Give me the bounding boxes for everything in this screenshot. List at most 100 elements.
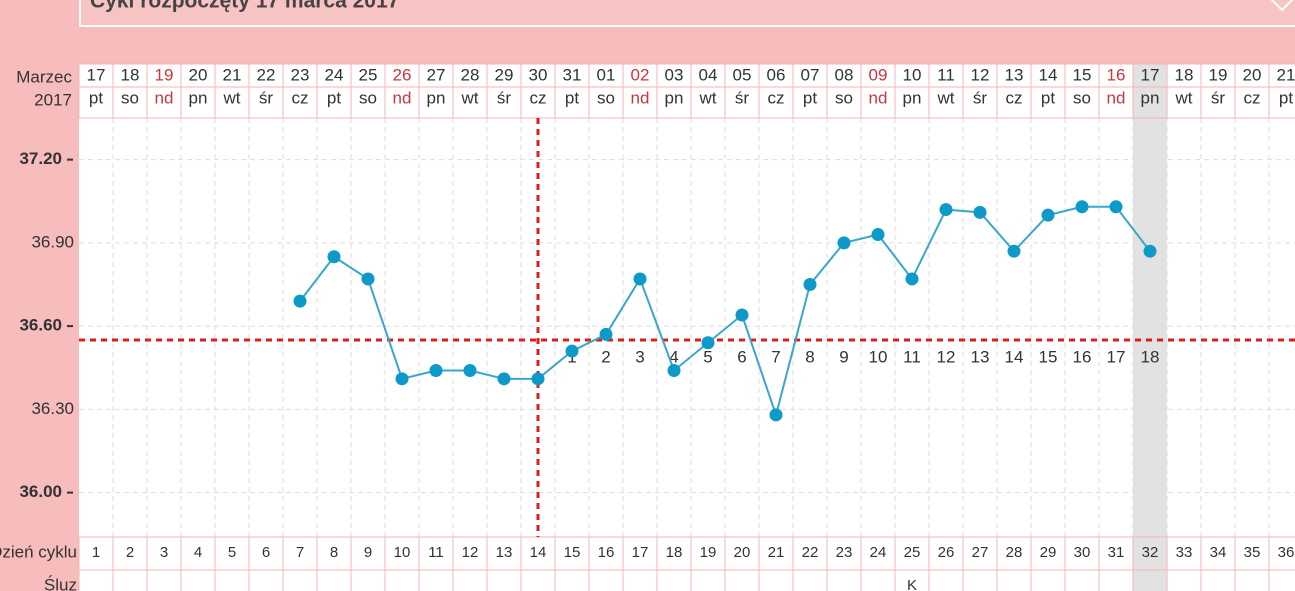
cycle-day: 18	[666, 544, 683, 561]
temperature-point	[1143, 244, 1157, 258]
date-cell	[248, 63, 284, 119]
date-label: 11	[937, 65, 955, 84]
weekday-label: wt	[699, 88, 717, 107]
temperature-point	[735, 308, 749, 322]
cycle-day: 6	[262, 544, 270, 561]
temperature-point	[531, 372, 545, 386]
mucus-cell	[248, 569, 284, 591]
weekday-label: pt	[327, 88, 341, 107]
date-cell	[826, 63, 862, 119]
mucus-cell	[826, 569, 862, 591]
weekday-label: pn	[427, 88, 446, 107]
cycle-day: 14	[530, 544, 547, 561]
mucus-cell	[452, 569, 488, 591]
date-cell	[418, 63, 454, 119]
date-label: 10	[903, 65, 922, 84]
mucus-cell	[690, 569, 726, 591]
cycle-day: 36	[1278, 544, 1295, 561]
date-label: 26	[393, 65, 412, 84]
date-label: 28	[461, 65, 480, 84]
date-label: 13	[1005, 65, 1024, 84]
temperature-point	[599, 327, 613, 341]
date-label: 31	[563, 65, 582, 84]
temperature-point	[429, 364, 443, 378]
cycle-day: 35	[1244, 544, 1261, 561]
temperature-point	[701, 336, 715, 350]
cycle-day: 11	[428, 544, 444, 561]
date-cell	[1268, 63, 1295, 119]
mucus-cell	[214, 569, 250, 591]
weekday-label: pt	[1279, 88, 1293, 107]
luteal-day: 4	[669, 347, 678, 366]
date-cell	[350, 63, 386, 119]
date-label: 16	[1107, 65, 1126, 84]
weekday-label: so	[359, 88, 377, 107]
temperature-point	[803, 277, 817, 291]
weekday-label: wt	[461, 88, 479, 107]
weekday-label: śr	[497, 88, 512, 107]
date-label: 29	[495, 65, 514, 84]
cycle-day: 10	[394, 544, 411, 561]
date-cell	[1166, 63, 1202, 119]
cycle-day: 33	[1176, 544, 1193, 561]
collapse-icon[interactable]	[1268, 0, 1295, 12]
mucus-cell	[78, 569, 114, 591]
date-label: 02	[631, 65, 650, 84]
temperature-point	[1075, 200, 1089, 214]
mucus-cell	[112, 569, 148, 591]
date-cell	[214, 63, 250, 119]
cycle-day-cell	[1030, 536, 1066, 571]
luteal-day: 7	[771, 347, 780, 366]
date-label: 22	[257, 65, 276, 84]
cycle-day-cell	[248, 536, 284, 571]
date-label: 24	[325, 65, 344, 84]
mucus-label: Śluz	[44, 575, 77, 591]
cycle-day: 26	[938, 544, 955, 561]
cycle-day: 3	[160, 544, 168, 561]
date-label: 15	[1073, 65, 1092, 84]
cycle-title: Cykl rozpoczęty 17 marca 2017	[90, 0, 399, 13]
date-label: 19	[1209, 65, 1228, 84]
cycle-day-cell	[1268, 536, 1295, 571]
weekday-label: cz	[292, 88, 309, 107]
weekday-label: cz	[1244, 88, 1261, 107]
mucus-cell	[520, 569, 556, 591]
cycle-day: 20	[734, 544, 751, 561]
date-label: 07	[801, 65, 820, 84]
cycle-day: 8	[330, 544, 338, 561]
date-label: 01	[597, 65, 616, 84]
weekday-label: cz	[530, 88, 547, 107]
date-label: 30	[529, 65, 548, 84]
weekday-label: pt	[565, 88, 579, 107]
mucus-cell	[418, 569, 454, 591]
date-cell	[384, 63, 420, 119]
cycle-day: 2	[126, 544, 134, 561]
date-cell	[1132, 63, 1168, 119]
cycle-day: 16	[598, 544, 615, 561]
weekday-label: so	[121, 88, 139, 107]
date-label: 17	[87, 65, 106, 84]
temperature-point	[497, 372, 511, 386]
month-label: Marzec	[16, 67, 72, 86]
cycle-day: 5	[228, 544, 236, 561]
date-cell	[690, 63, 726, 119]
date-label: 05	[733, 65, 752, 84]
mucus-cell	[1098, 569, 1134, 591]
mucus-cell	[146, 569, 182, 591]
temperature-point	[1109, 200, 1123, 214]
temperature-point	[293, 294, 307, 308]
mucus-cell	[316, 569, 352, 591]
mucus-cell	[1268, 569, 1295, 591]
date-label: 19	[155, 65, 174, 84]
cycle-day: 17	[632, 544, 649, 561]
today-column	[1133, 64, 1167, 537]
weekday-label: pn	[1141, 88, 1160, 107]
date-cell	[180, 63, 216, 119]
weekday-label: pt	[1041, 88, 1055, 107]
mucus-cell	[554, 569, 590, 591]
cycle-day: 19	[700, 544, 717, 561]
cycle-day-cell	[214, 536, 250, 571]
weekday-label: pn	[189, 88, 208, 107]
date-label: 23	[291, 65, 310, 84]
mucus-value: K	[907, 577, 917, 591]
